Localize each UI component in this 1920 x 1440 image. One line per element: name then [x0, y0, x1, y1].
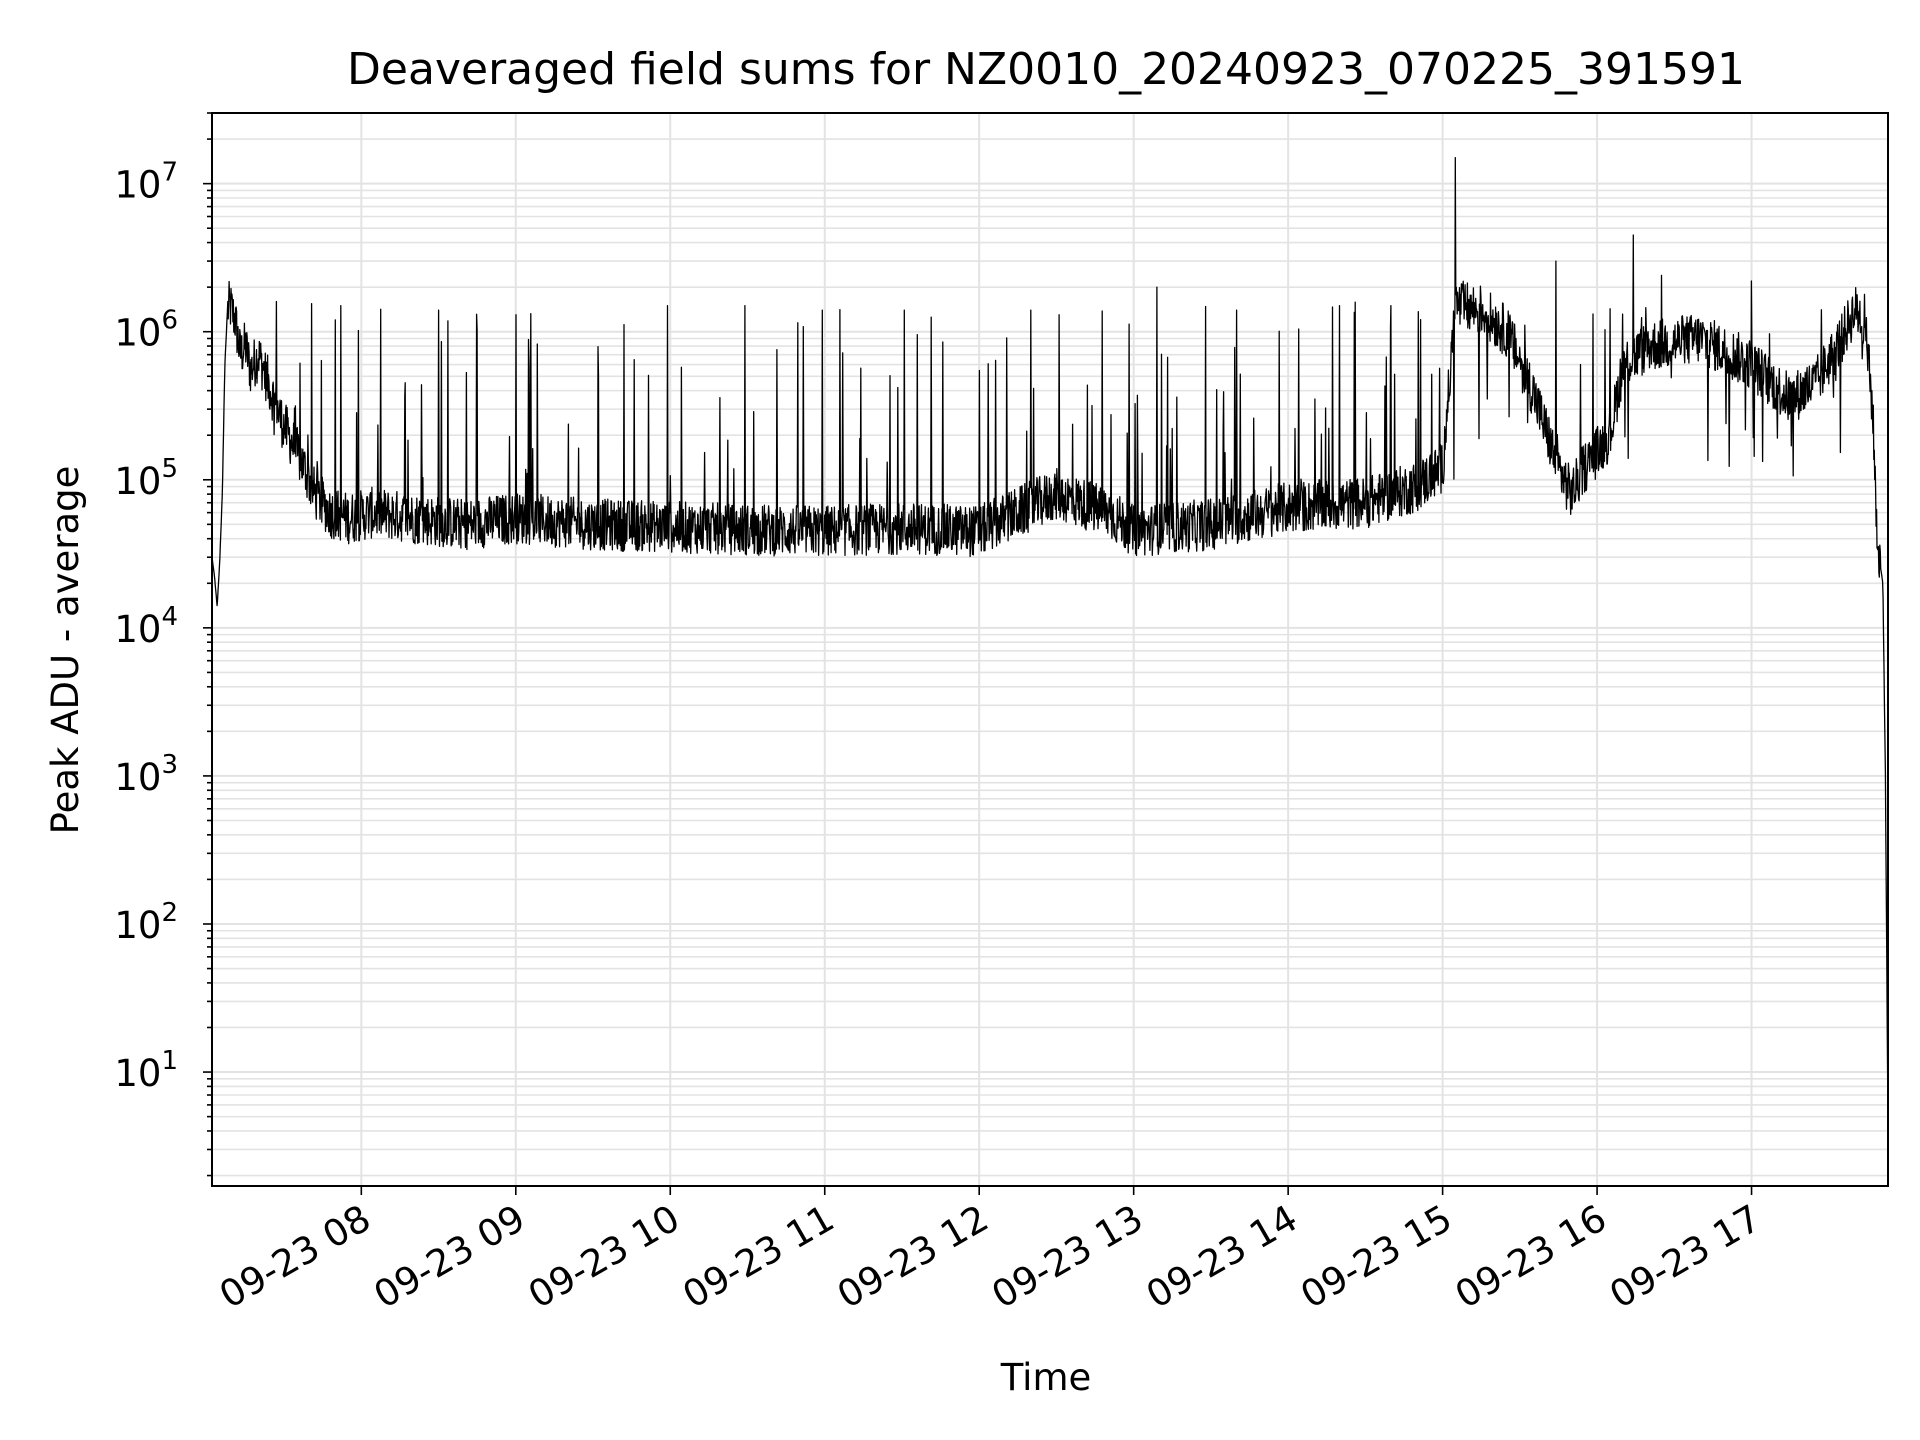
- y-axis-label: Peak ADU - average: [44, 466, 87, 835]
- y-tick-label: 105: [114, 454, 178, 503]
- plot-frame: [211, 112, 1889, 1187]
- grid: [212, 112, 1888, 1186]
- y-tick-exponent: 2: [161, 898, 178, 928]
- y-tick-label: 107: [114, 158, 178, 207]
- y-tick-label: 101: [114, 1046, 178, 1095]
- y-tick-exponent: 1: [161, 1046, 178, 1076]
- y-tick-exponent: 6: [161, 306, 178, 336]
- y-tick-exponent: 4: [161, 602, 178, 632]
- series-line: [212, 156, 1888, 1132]
- x-axis-label: Time: [1000, 1356, 1092, 1399]
- y-tick-exponent: 5: [161, 454, 178, 484]
- y-tick-base: 10: [114, 312, 161, 355]
- y-tick-base: 10: [114, 756, 161, 799]
- y-tick-base: 10: [114, 460, 161, 503]
- y-tick-exponent: 3: [161, 750, 178, 780]
- y-tick-base: 10: [114, 608, 161, 651]
- y-tick-base: 10: [114, 904, 161, 947]
- y-tick-base: 10: [114, 1052, 161, 1095]
- y-tick-exponent: 7: [161, 158, 178, 188]
- y-tick-label: 106: [114, 306, 178, 355]
- plot-area: [212, 156, 1888, 1132]
- y-tick-base: 10: [114, 164, 161, 207]
- y-tick-label: 102: [114, 898, 178, 947]
- y-tick-label: 104: [114, 602, 178, 651]
- y-tick-label: 103: [114, 750, 178, 799]
- chart-title: Deaveraged field sums for NZ0010_2024092…: [347, 44, 1745, 95]
